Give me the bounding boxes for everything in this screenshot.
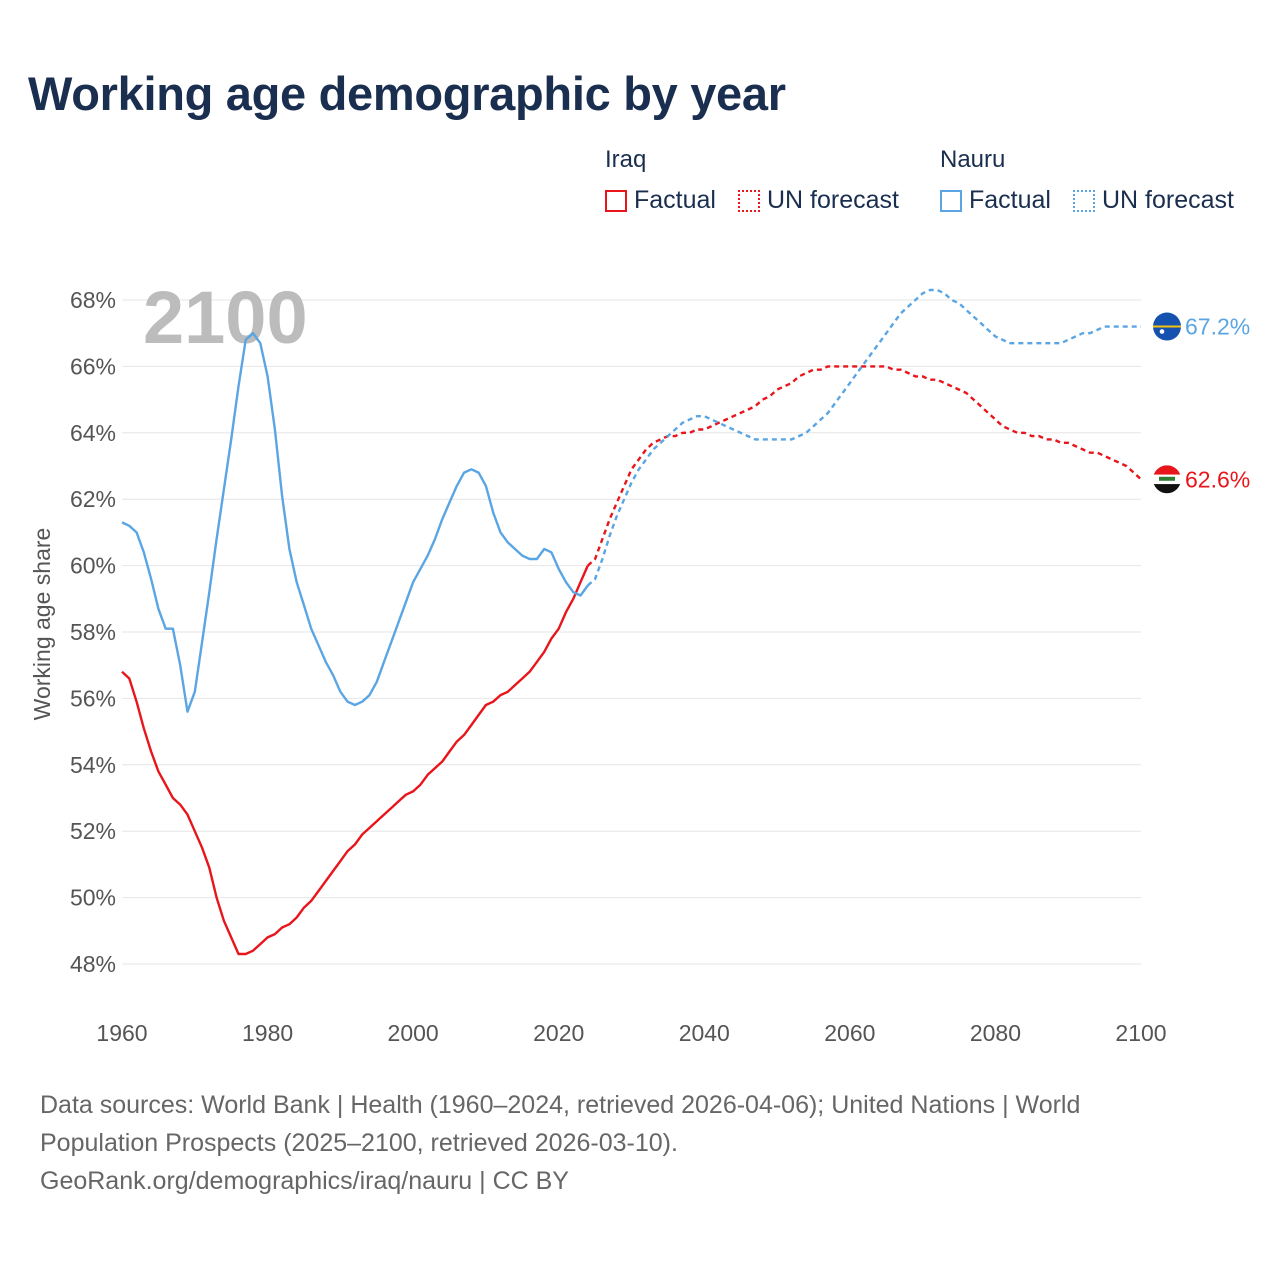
y-tick-label: 60% — [70, 553, 116, 579]
y-axis: 48% 50% 52% 54% 56% 58% 60% 62% 64% 66% 68% — [70, 287, 116, 977]
x-tick-label: 1960 — [96, 1020, 147, 1046]
x-tick-label: 1980 — [242, 1020, 293, 1046]
x-tick-label: 2040 — [679, 1020, 730, 1046]
legend-nauru-forecast[interactable]: UN forecast — [1073, 186, 1234, 215]
legend-iraq-forecast-swatch — [738, 189, 760, 212]
grid-lines — [122, 299, 1141, 965]
x-axis: 1960 1980 2000 2020 2040 2060 2080 2100 — [96, 1020, 1166, 1046]
legend-iraq-factual[interactable]: Factual — [605, 186, 716, 215]
y-tick-label: 56% — [70, 685, 116, 711]
legend-nauru-factual-swatch — [940, 189, 962, 212]
legend-iraq-factual-label: Factual — [634, 186, 716, 214]
y-tick-label: 62% — [70, 486, 116, 512]
y-tick-label: 50% — [70, 885, 116, 911]
y-tick-label: 48% — [70, 951, 116, 977]
y-tick-label: 52% — [70, 818, 116, 844]
y-tick-label: 68% — [70, 287, 116, 313]
x-tick-label: 2080 — [970, 1020, 1021, 1046]
year-watermark: 2100 — [143, 276, 308, 359]
nauru-flag-icon — [1153, 312, 1181, 341]
source-line-2: Population Prospects (2025–2100, retriev… — [40, 1129, 678, 1157]
source-note: Data sources: World Bank | Health (1960–… — [40, 1086, 1180, 1200]
x-tick-label: 2000 — [388, 1020, 439, 1046]
y-tick-label: 58% — [70, 619, 116, 645]
y-tick-label: 64% — [70, 420, 116, 446]
iraq-forecast-line — [586, 365, 1142, 567]
x-tick-label: 2020 — [533, 1020, 584, 1046]
y-tick-label: 54% — [70, 752, 116, 778]
nauru-end-label: 67.2% — [1185, 314, 1250, 340]
legend-nauru-forecast-label: UN forecast — [1102, 186, 1234, 214]
iraq-factual-line — [121, 565, 589, 956]
nauru-forecast-line — [586, 288, 1141, 587]
iraq-end-label: 62.6% — [1185, 466, 1250, 492]
legend-iraq-forecast-label: UN forecast — [767, 186, 899, 214]
series-end-markers: 62.6% 67.2% — [1153, 312, 1250, 494]
series-lines — [121, 288, 1142, 956]
legend-group-iraq: Iraq — [605, 146, 647, 173]
source-line-1: Data sources: World Bank | Health (1960–… — [40, 1091, 1081, 1119]
x-tick-label: 2100 — [1115, 1020, 1166, 1046]
iraq-flag-icon — [1153, 465, 1181, 494]
legend-nauru-factual-label: Factual — [969, 186, 1051, 214]
legend-iraq-factual-swatch — [605, 189, 627, 212]
legend-nauru-factual[interactable]: Factual — [940, 186, 1051, 215]
legend-nauru-forecast-swatch — [1073, 189, 1095, 212]
chart-title: Working age demographic by year — [28, 67, 786, 120]
legend-iraq-forecast[interactable]: UN forecast — [738, 186, 899, 215]
chart-area: 2100 48% 50% 52% 54% 56% 58% 60% 62% 64% 66% 68% 1… — [29, 276, 1250, 1046]
legend-group-nauru: Nauru — [940, 146, 1006, 173]
y-tick-label: 66% — [70, 353, 116, 379]
source-line-3[interactable]: GeoRank.org/demographics/iraq/nauru | CC… — [40, 1167, 569, 1195]
nauru-factual-line — [121, 332, 589, 713]
y-axis-label: Working age share — [29, 528, 55, 721]
x-tick-label: 2060 — [824, 1020, 875, 1046]
